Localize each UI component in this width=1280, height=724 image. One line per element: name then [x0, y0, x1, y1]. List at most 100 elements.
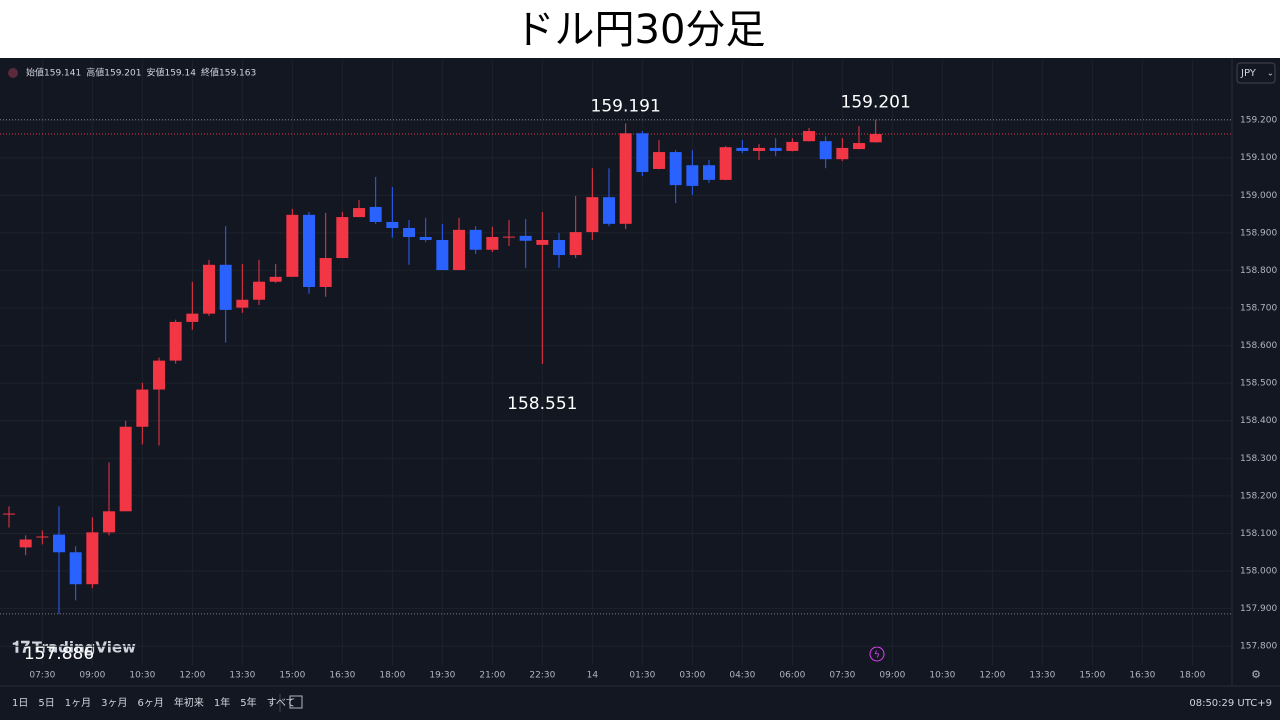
y-tick-label: 158.700 — [1240, 304, 1277, 314]
ohlc-value: 159.163 — [219, 69, 256, 79]
candle-body — [253, 281, 265, 300]
candle-body — [536, 239, 549, 245]
candle-body — [569, 232, 582, 256]
x-tick-label: 04:30 — [729, 671, 755, 681]
range-button[interactable]: 年初来 — [174, 696, 204, 709]
range-button[interactable]: 1日 — [12, 698, 28, 709]
candle-body — [669, 152, 682, 186]
candle-body — [219, 264, 232, 310]
candle-body — [436, 239, 449, 271]
candle-body — [3, 513, 15, 515]
candle-body — [303, 214, 315, 287]
y-tick-label: 157.800 — [1240, 642, 1277, 652]
range-button[interactable]: 3ヶ月 — [101, 697, 127, 709]
price-annotation: 159.191 — [591, 97, 661, 117]
x-tick-label: 15:00 — [279, 671, 305, 681]
x-tick-label: 07:30 — [829, 671, 855, 681]
ohlc-label: 終値 — [201, 67, 219, 79]
watermark: TradingView — [32, 639, 136, 657]
range-button[interactable]: 1年 — [214, 696, 230, 709]
currency-label[interactable]: JPY — [1240, 68, 1257, 79]
candle-body — [136, 389, 149, 427]
x-tick-label: 21:00 — [479, 671, 505, 681]
candle-body — [19, 539, 32, 548]
currency-select[interactable] — [1236, 62, 1276, 84]
candle-body — [469, 229, 482, 250]
x-tick-label: 03:00 — [679, 671, 705, 681]
candle-body — [69, 552, 82, 585]
candle-body — [703, 165, 715, 180]
candle-body — [336, 217, 349, 259]
y-tick-label: 158.100 — [1240, 529, 1277, 539]
candle-body — [153, 360, 165, 390]
y-tick-label: 158.200 — [1240, 491, 1277, 501]
candle-body — [36, 536, 49, 538]
candle-body — [119, 426, 132, 512]
candle-body — [836, 147, 849, 160]
y-tick-label: 158.800 — [1240, 266, 1277, 276]
candle-body — [203, 264, 215, 314]
candle-body — [686, 165, 699, 186]
x-tick-label: 07:30 — [29, 671, 55, 681]
candle-body — [419, 236, 432, 240]
event-icon-glyph[interactable]: ϟ — [874, 651, 880, 661]
date-picker-icon[interactable] — [289, 695, 303, 709]
event-icon[interactable] — [869, 646, 885, 662]
ohlc-label: 高値 — [86, 67, 104, 79]
price-annotation: 159.201 — [841, 93, 911, 113]
dropdown-arrow[interactable]: ⌄ — [1267, 69, 1274, 78]
clock: 08:50:29 UTC+9 — [1189, 698, 1272, 709]
x-tick-label: 16:30 — [329, 671, 355, 681]
x-tick-label: 14 — [587, 671, 599, 681]
ohlc-value: 159.14 — [164, 69, 196, 79]
x-tick-label: 06:00 — [779, 671, 805, 681]
candle-body — [386, 221, 399, 228]
x-tick-label: 19:30 — [429, 671, 455, 681]
candle-body — [653, 152, 665, 169]
range-button[interactable]: 5年 — [240, 696, 256, 709]
candle-body — [353, 208, 365, 218]
candle-body — [453, 229, 465, 271]
candle-body — [86, 532, 99, 585]
price-annotation: 158.551 — [507, 394, 577, 414]
candle-body — [53, 534, 65, 553]
candle-body — [636, 133, 649, 172]
candle-body — [819, 141, 832, 160]
x-tick-label: 18:00 — [379, 671, 405, 681]
y-tick-label: 158.900 — [1240, 228, 1277, 238]
symbol-icon — [8, 68, 18, 78]
candle-body — [586, 197, 599, 233]
candle-body — [236, 299, 249, 308]
ohlc-value: 159.141 — [44, 69, 81, 79]
y-tick-label: 159.000 — [1240, 191, 1277, 201]
candle-body — [719, 147, 732, 180]
settings-icon[interactable]: ⚙ — [1251, 668, 1261, 681]
x-tick-label: 01:30 — [629, 671, 655, 681]
candle-body — [769, 147, 782, 151]
range-button[interactable]: すべて — [267, 697, 296, 709]
ohlc-label: 安値 — [146, 67, 164, 79]
candle-body — [519, 235, 532, 241]
candle-body — [619, 133, 632, 224]
candle-body — [103, 511, 115, 533]
candle-body — [403, 227, 415, 237]
ohlc-label: 始値 — [26, 67, 44, 79]
candle-body — [503, 236, 515, 238]
page-title: ドル円30分足 — [515, 7, 766, 53]
range-button[interactable]: 1ヶ月 — [65, 697, 91, 709]
tv-logo: 𝟏𝟕 — [12, 638, 30, 657]
candle-body — [786, 141, 799, 151]
price-annotation: 157.886 — [24, 644, 94, 664]
y-tick-label: 158.300 — [1240, 454, 1277, 464]
y-tick-label: 158.600 — [1240, 341, 1277, 351]
y-tick-label: 157.900 — [1240, 604, 1277, 614]
candle-body — [603, 197, 615, 224]
range-button[interactable]: 6ヶ月 — [138, 697, 164, 709]
candle-body — [853, 143, 865, 150]
candle-body — [286, 214, 299, 277]
candle-body — [186, 313, 199, 322]
candle-body — [869, 134, 882, 143]
range-button[interactable]: 5日 — [38, 698, 54, 709]
